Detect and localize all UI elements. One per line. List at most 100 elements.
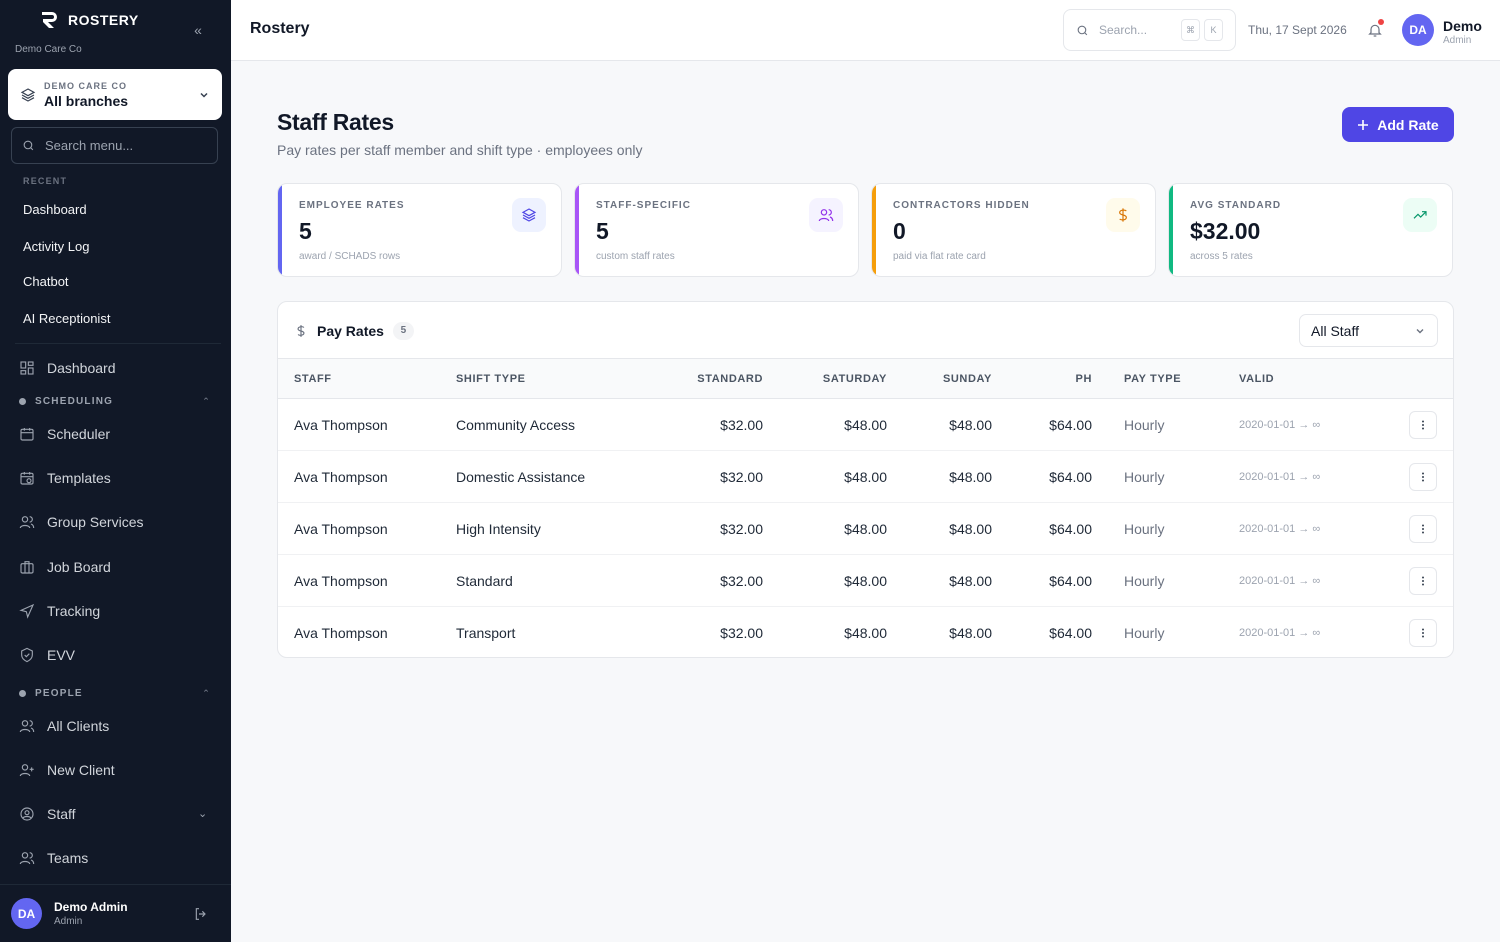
cell-ph: $64.00: [1049, 573, 1092, 589]
global-search-placeholder: Search...: [1099, 23, 1148, 37]
user-name[interactable]: Demo: [1443, 18, 1482, 34]
nav-item-scheduler[interactable]: Scheduler: [19, 424, 110, 444]
stat-accent-bar: [575, 184, 579, 276]
nav-item-tracking[interactable]: Tracking: [19, 601, 100, 621]
users-icon: [19, 852, 35, 865]
row-actions-button[interactable]: [1409, 515, 1437, 543]
branch-selector[interactable]: DEMO CARE CO All branches: [8, 69, 222, 120]
chevron-up-icon: ⌃: [202, 396, 211, 406]
table-row[interactable]: Ava Thompson High Intensity $32.00 $48.00 $4…: [278, 503, 1453, 555]
navigation-icon: [19, 603, 35, 619]
brand-name: ROSTERY: [68, 12, 139, 28]
stat-label: AVG STANDARD: [1190, 200, 1282, 211]
col-pay-type[interactable]: PAY TYPE: [1124, 373, 1182, 385]
logout-icon[interactable]: [193, 906, 209, 922]
nav-item-job-board[interactable]: Job Board: [19, 557, 111, 577]
col-valid[interactable]: VALID: [1239, 373, 1275, 385]
recent-item-activity-log[interactable]: Activity Log: [23, 239, 90, 254]
nav-item-evv[interactable]: EVV: [19, 645, 75, 665]
row-actions-button[interactable]: [1409, 619, 1437, 647]
stat-value: 5: [596, 218, 609, 244]
cell-ph: $64.00: [1049, 417, 1092, 433]
dollar-icon: [297, 325, 305, 337]
table-row[interactable]: Ava Thompson Domestic Assistance $32.00 $48…: [278, 451, 1453, 503]
footer-user-name: Demo Admin: [54, 900, 128, 914]
stat-label: CONTRACTORS HIDDEN: [893, 200, 1030, 211]
cell-sunday: $48.00: [949, 469, 992, 485]
global-search-input[interactable]: Search... ⌘ K: [1063, 9, 1236, 51]
recent-item-chatbot[interactable]: Chatbot: [23, 274, 69, 289]
branch-label: DEMO CARE CO: [44, 80, 128, 91]
add-rate-button[interactable]: Add Rate: [1342, 107, 1454, 142]
nav-group-scheduling[interactable]: SCHEDULING ⌃: [19, 396, 211, 407]
group-dot: [19, 398, 26, 405]
calendar-clock-icon: [20, 472, 34, 485]
nav-item-dashboard[interactable]: Dashboard: [19, 358, 116, 378]
nav-label-group-services: Group Services: [47, 514, 144, 530]
user-role: Admin: [1443, 35, 1472, 46]
cell-shift-type: Standard: [456, 573, 513, 589]
row-actions-button[interactable]: [1409, 463, 1437, 491]
recent-item-dashboard[interactable]: Dashboard: [23, 202, 87, 217]
col-standard[interactable]: STANDARD: [697, 373, 763, 385]
plus-icon: [1358, 119, 1369, 130]
recent-label: RECENT: [23, 176, 68, 186]
table-row[interactable]: Ava Thompson Transport $32.00 $48.00 $48.00 $…: [278, 607, 1453, 657]
nav-group-people[interactable]: PEOPLE ⌃: [19, 688, 211, 699]
nav-item-templates[interactable]: Templates: [19, 468, 111, 488]
nav-item-new-client[interactable]: New Client: [19, 760, 115, 780]
nav-label-tracking: Tracking: [47, 603, 101, 619]
nav-item-staff[interactable]: Staff: [19, 804, 76, 824]
count-badge: 5: [392, 322, 414, 340]
topbar: Rostery Search... ⌘ K Thu, 17 Sept 2026 …: [231, 0, 1500, 61]
kbd-command: ⌘: [1181, 19, 1200, 41]
stat-accent-bar: [872, 184, 876, 276]
cell-standard: $32.00: [720, 469, 763, 485]
cell-valid: 2020-01-01 → ∞: [1239, 575, 1321, 587]
table-head-row: STAFF SHIFT TYPE STANDARD SATURDAY SUNDA…: [278, 359, 1453, 399]
cell-standard: $32.00: [720, 573, 763, 589]
col-sunday[interactable]: SUNDAY: [942, 373, 992, 385]
stat-label: STAFF-SPECIFIC: [596, 200, 691, 211]
table-row[interactable]: Ava Thompson Community Access $32.00 $48.00…: [278, 399, 1453, 451]
col-saturday[interactable]: SATURDAY: [822, 373, 887, 385]
brand[interactable]: ROSTERY: [40, 11, 139, 29]
col-ph[interactable]: PH: [1075, 373, 1092, 385]
sidebar: ROSTERY Demo Care Co « DEMO CARE CO All …: [0, 0, 231, 942]
nav-label-scheduler: Scheduler: [47, 426, 111, 442]
row-actions-button[interactable]: [1409, 411, 1437, 439]
staff-filter-select[interactable]: All Staff: [1299, 314, 1438, 347]
cell-sunday: $48.00: [949, 417, 992, 433]
col-shift-type[interactable]: SHIFT TYPE: [456, 373, 526, 385]
cell-staff: Ava Thompson: [294, 625, 388, 641]
cell-shift-type: Transport: [456, 625, 516, 641]
add-rate-label: Add Rate: [1377, 116, 1439, 133]
more-vertical-icon: [1422, 472, 1424, 482]
search-icon: [1077, 25, 1088, 35]
collapse-sidebar-icon[interactable]: «: [194, 22, 202, 38]
staff-filter-value: All Staff: [1311, 322, 1359, 339]
layers-icon: [512, 198, 546, 232]
row-actions-button[interactable]: [1409, 567, 1437, 595]
nav-item-teams[interactable]: Teams: [19, 848, 88, 868]
table-title: Pay Rates 5: [294, 322, 414, 340]
table-row[interactable]: Ava Thompson Standard $32.00 $48.00 $48.00 $6…: [278, 555, 1453, 607]
chevron-down-icon[interactable]: ⌄: [198, 808, 208, 820]
col-staff[interactable]: STAFF: [294, 373, 332, 385]
stat-card-avg-standard: AVG STANDARD $32.00 across 5 rates: [1168, 183, 1453, 277]
bell-icon[interactable]: [1367, 21, 1383, 39]
menu-search-input[interactable]: Search menu...: [11, 127, 218, 164]
cell-saturday: $48.00: [844, 625, 887, 641]
cell-ph: $64.00: [1049, 521, 1092, 537]
chevron-up-icon: ⌃: [202, 688, 211, 698]
avatar[interactable]: DA: [11, 898, 42, 929]
nav-item-group-services[interactable]: Group Services: [19, 512, 143, 532]
nav-label-teams: Teams: [47, 850, 89, 866]
nav-label-all-clients: All Clients: [47, 718, 110, 734]
recent-item-ai-receptionist[interactable]: AI Receptionist: [23, 311, 111, 326]
org-name: Demo Care Co: [15, 44, 82, 55]
cell-pay-type: Hourly: [1124, 573, 1165, 589]
stat-note: across 5 rates: [1190, 251, 1253, 262]
avatar[interactable]: DA: [1402, 14, 1434, 46]
nav-item-all-clients[interactable]: All Clients: [19, 716, 109, 736]
